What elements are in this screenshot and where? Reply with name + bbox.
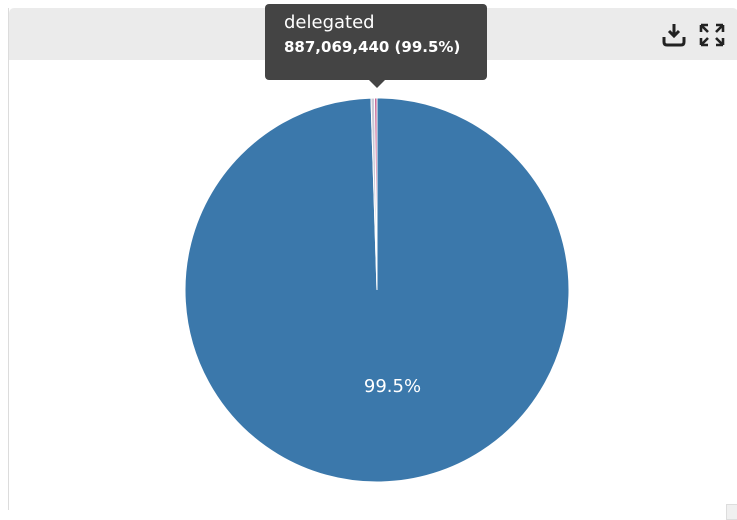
pie-chart: 99.5% [184, 97, 570, 483]
tooltip-value: 887,069,440 (99.5%) [284, 38, 461, 56]
tooltip-series-name: delegated [284, 12, 375, 33]
pie-data-labels: 99.5% [364, 376, 421, 397]
chart-area: 99.5% [9, 60, 737, 510]
chart-tooltip: delegated 887,069,440 (99.5%) [265, 4, 487, 80]
scrollbar-corner[interactable] [726, 504, 737, 520]
pie-data-label: 99.5% [364, 376, 421, 397]
fullscreen-icon [699, 23, 725, 47]
pie-slice-2[interactable] [374, 97, 378, 291]
fullscreen-button[interactable] [698, 22, 726, 48]
download-button[interactable] [660, 22, 688, 48]
pie-slices [184, 97, 570, 483]
download-icon [662, 24, 686, 47]
tooltip-pointer [369, 80, 385, 88]
